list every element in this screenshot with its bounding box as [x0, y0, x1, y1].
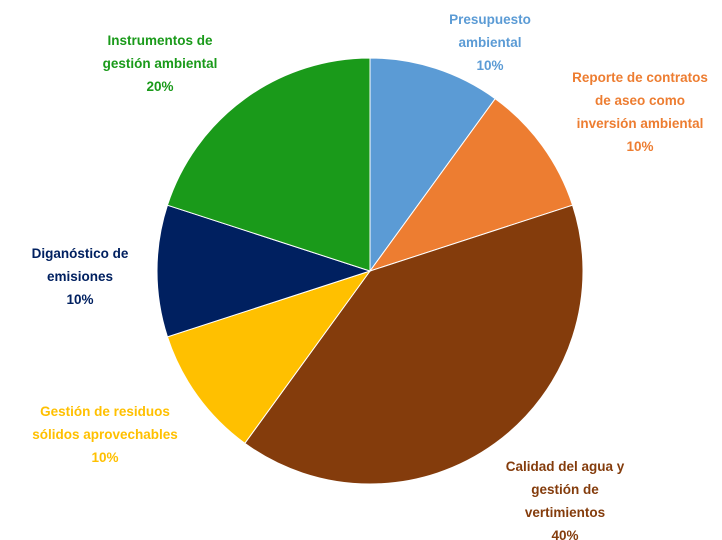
- slice-name: Presupuesto ambiental: [449, 12, 531, 50]
- slice-value: 10%: [91, 450, 119, 465]
- slice-label: Instrumentos de gestión ambiental 20%: [50, 29, 270, 98]
- slice-name: Reporte de contratos de aseo como invers…: [572, 70, 708, 131]
- slice-label: Reporte de contratos de aseo como invers…: [530, 66, 722, 158]
- slice-value: 10%: [476, 58, 504, 73]
- slice-name: Instrumentos de gestión ambiental: [102, 33, 218, 71]
- pie-slice: [166, 270, 372, 445]
- pie-slice: [156, 204, 372, 338]
- slice-label: Diganóstico de emisiones 10%: [0, 242, 190, 311]
- slice-name: Gestión de residuos sólidos aprovechable…: [32, 404, 178, 442]
- slice-label: Presupuesto ambiental 10%: [380, 8, 600, 77]
- pie-slice: [166, 57, 371, 272]
- pie-slice: [369, 57, 496, 273]
- slice-name: Diganóstico de emisiones: [31, 246, 129, 284]
- slice-value: 10%: [626, 139, 654, 154]
- slice-label: Calidad del agua y gestión de vertimient…: [455, 455, 675, 540]
- slice-name: Calidad del agua y gestión de vertimient…: [505, 459, 625, 520]
- pie-slice: [244, 204, 584, 485]
- slice-value: 20%: [146, 79, 174, 94]
- pie-slice: [368, 97, 574, 272]
- slice-value: 40%: [551, 528, 579, 540]
- slice-label: Gestión de residuos sólidos aprovechable…: [0, 400, 215, 469]
- slice-value: 10%: [66, 292, 94, 307]
